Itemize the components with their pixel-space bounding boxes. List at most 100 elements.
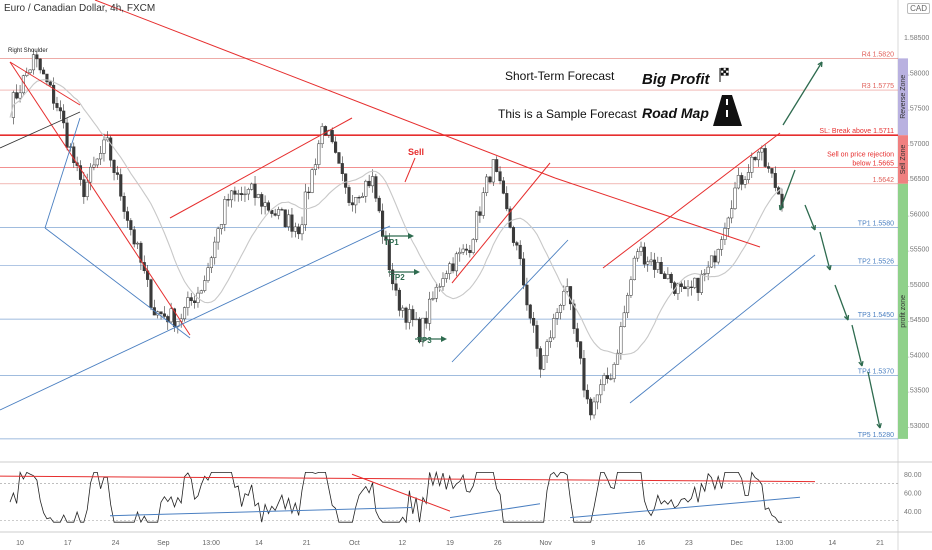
candle-body: [18, 92, 22, 99]
level-label: TP3 1.5450: [858, 312, 894, 319]
candle-body: [528, 304, 532, 319]
candle-body: [307, 191, 311, 194]
flag-cell: [725, 70, 729, 74]
candle-body: [471, 239, 475, 253]
osc-tick-label: 40.00: [904, 509, 922, 516]
candle-body: [605, 375, 610, 379]
candle-body: [364, 180, 368, 197]
x-tick-label: 12: [398, 540, 406, 547]
forecast-arrowhead: [858, 360, 864, 367]
flag-cell: [720, 67, 724, 71]
candle-body: [313, 164, 317, 170]
candle-body: [169, 308, 173, 323]
candle-body: [693, 277, 697, 288]
candle-body: [746, 172, 750, 180]
forecast-arrowhead: [810, 224, 816, 231]
candle-body: [122, 195, 126, 212]
flag-cell: [723, 67, 727, 71]
candle-body: [72, 146, 76, 164]
candle-body: [656, 262, 660, 270]
candle-body: [89, 166, 93, 183]
candle-body: [189, 297, 193, 301]
candle-body: [340, 163, 344, 174]
road-map-label: Road Map: [642, 105, 709, 121]
resistance-trendline: [554, 177, 761, 248]
y-tick-label: 1.58500: [904, 35, 929, 42]
level-label: TP5 1.5280: [858, 432, 894, 439]
candle-body: [246, 189, 250, 195]
candle-body: [119, 174, 123, 197]
candle-body: [109, 137, 113, 161]
x-tick-label: 19: [446, 540, 454, 547]
candle-body: [572, 303, 576, 329]
candle-body: [558, 305, 563, 313]
candle-body: [451, 263, 455, 272]
forecast-arrow: [851, 324, 863, 367]
candle-body: [283, 209, 287, 228]
x-tick-label: 21: [303, 540, 311, 547]
candle-body: [632, 257, 636, 281]
forecast-arrowhead: [817, 61, 823, 68]
candle-body: [293, 226, 297, 232]
candle-body: [525, 284, 529, 306]
candle-body: [642, 246, 646, 265]
x-tick-label: 24: [112, 540, 120, 547]
forecast-title: Short-Term Forecast: [505, 69, 615, 83]
x-tick-label: 16: [637, 540, 645, 547]
candle-body: [226, 199, 230, 201]
candle-body: [411, 309, 415, 321]
candle-body: [428, 298, 432, 324]
currency-badge: CAD: [907, 3, 930, 14]
candle-body: [55, 103, 59, 108]
flag-cell: [720, 70, 724, 74]
candle-body: [193, 300, 197, 303]
y-tick-label: 1.56000: [904, 211, 929, 218]
candle-body: [649, 259, 653, 263]
level-label: R3 1.5775: [862, 83, 894, 90]
candle-body: [535, 325, 539, 349]
candle-body: [763, 148, 767, 167]
candle-body: [92, 164, 96, 168]
candle-body: [639, 246, 643, 252]
x-tick-label: Nov: [539, 540, 552, 547]
forecast-subtitle: This is a Sample Forecast: [498, 107, 637, 121]
candle-body: [518, 244, 522, 260]
candle-body: [565, 286, 569, 292]
candle-body: [323, 126, 328, 136]
flag-cell: [723, 72, 727, 76]
candle-body: [662, 273, 667, 279]
candle-body: [82, 179, 86, 197]
candle-body: [501, 180, 505, 194]
level-label: TP1 1.5580: [858, 221, 894, 228]
candle-body: [511, 227, 516, 243]
candle-body: [602, 375, 606, 386]
candle-body: [555, 312, 559, 319]
forecast-arrow: [779, 169, 796, 211]
candle-body: [48, 81, 52, 86]
y-tick-label: 1.55500: [904, 247, 929, 254]
candle-body: [206, 267, 210, 281]
candle-body: [481, 192, 485, 216]
osc-support-trendline: [109, 506, 413, 517]
candle-body: [377, 197, 381, 212]
tp-marker-arrowhead: [414, 269, 420, 275]
candle-body: [15, 92, 19, 99]
candle-body: [112, 159, 116, 173]
road-icon: [713, 95, 742, 126]
candle-body: [370, 176, 375, 187]
resistance-trendline: [94, 0, 556, 179]
candle-body: [424, 317, 428, 324]
candle-body: [266, 202, 271, 211]
road-dash: [726, 110, 728, 117]
x-tick-label: 9: [591, 540, 595, 547]
flag-cell: [725, 72, 729, 76]
y-tick-label: 1.55000: [904, 282, 929, 289]
x-tick-label: 17: [64, 540, 72, 547]
candle-body: [730, 208, 734, 219]
candle-body: [52, 84, 56, 104]
candle-body: [683, 286, 687, 290]
candle-body: [545, 341, 549, 356]
candle-body: [360, 196, 364, 199]
candle-body: [579, 341, 583, 359]
